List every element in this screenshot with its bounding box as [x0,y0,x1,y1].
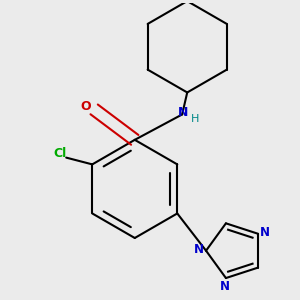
Text: Cl: Cl [53,147,67,160]
Text: N: N [220,280,230,293]
Text: N: N [194,243,204,256]
Text: H: H [191,113,199,124]
Text: N: N [178,106,188,119]
Text: O: O [80,100,91,113]
Text: N: N [260,226,270,239]
